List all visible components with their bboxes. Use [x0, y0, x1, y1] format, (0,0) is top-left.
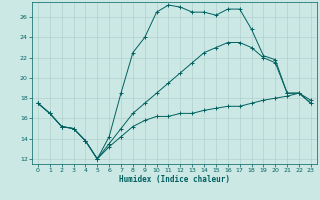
X-axis label: Humidex (Indice chaleur): Humidex (Indice chaleur) — [119, 175, 230, 184]
